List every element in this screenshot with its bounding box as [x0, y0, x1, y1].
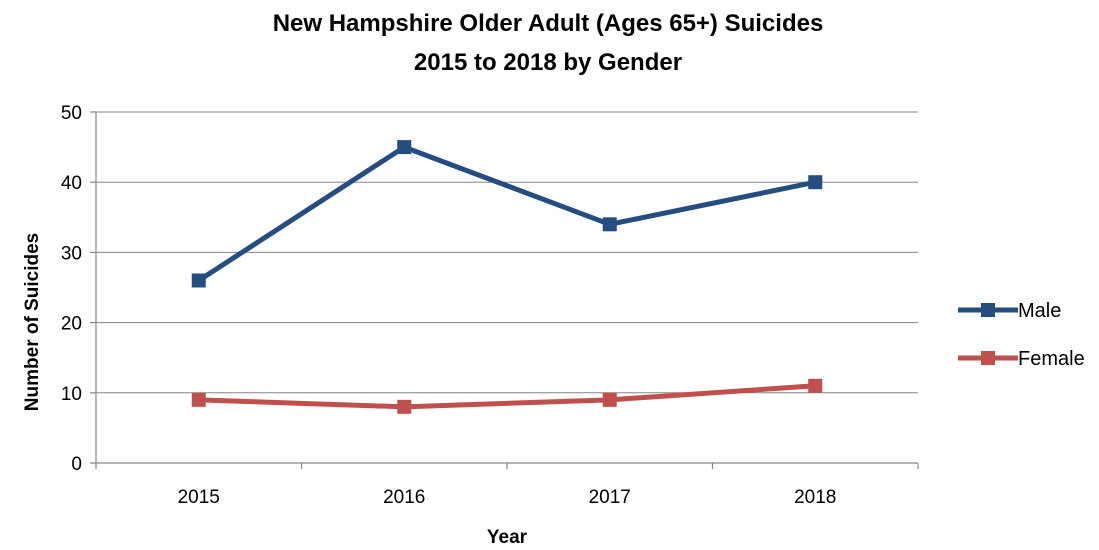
series-line-female — [196, 383, 818, 410]
legend-label-female: Female — [1018, 348, 1085, 370]
data-point-male-2015 — [191, 273, 206, 288]
y-tick-label-50: 50 — [61, 103, 82, 124]
x-tick-label-2017: 2017 — [589, 487, 631, 508]
x-tick-label-2016: 2016 — [383, 487, 425, 508]
data-point-female-2015 — [191, 392, 206, 407]
data-point-female-2016 — [397, 399, 412, 414]
tick-labels: 0 10 20 30 40 50 2015 2016 2017 2018 — [61, 103, 837, 508]
data-point-male-2018 — [808, 175, 823, 190]
chart-title-line-1: New Hampshire Older Adult (Ages 65+) Sui… — [273, 10, 824, 37]
series-line-male — [196, 144, 818, 283]
y-tick-label-10: 10 — [61, 384, 82, 405]
legend-swatch-marker-male — [981, 303, 995, 317]
legend-label-male: Male — [1018, 300, 1061, 322]
series — [191, 140, 823, 414]
data-point-female-2017 — [602, 392, 617, 407]
y-tick-label-40: 40 — [61, 173, 82, 194]
x-tick-label-2015: 2015 — [178, 487, 220, 508]
data-point-male-2016 — [397, 140, 412, 155]
y-axis-label: Number of Suicides — [22, 233, 43, 411]
chart-title-line-2: 2015 to 2018 by Gender — [414, 49, 682, 76]
y-tick-label-20: 20 — [61, 314, 82, 335]
x-axis-label: Year — [487, 527, 528, 548]
data-point-female-2018 — [808, 378, 823, 393]
axes — [90, 111, 919, 469]
legend: Male Female — [958, 300, 1085, 370]
legend-swatch-marker-female — [981, 351, 995, 365]
y-tick-label-0: 0 — [71, 454, 82, 475]
x-tick-label-2018: 2018 — [794, 487, 836, 508]
data-point-male-2017 — [602, 217, 617, 232]
y-tick-label-30: 30 — [61, 243, 82, 264]
gridlines — [96, 111, 918, 394]
